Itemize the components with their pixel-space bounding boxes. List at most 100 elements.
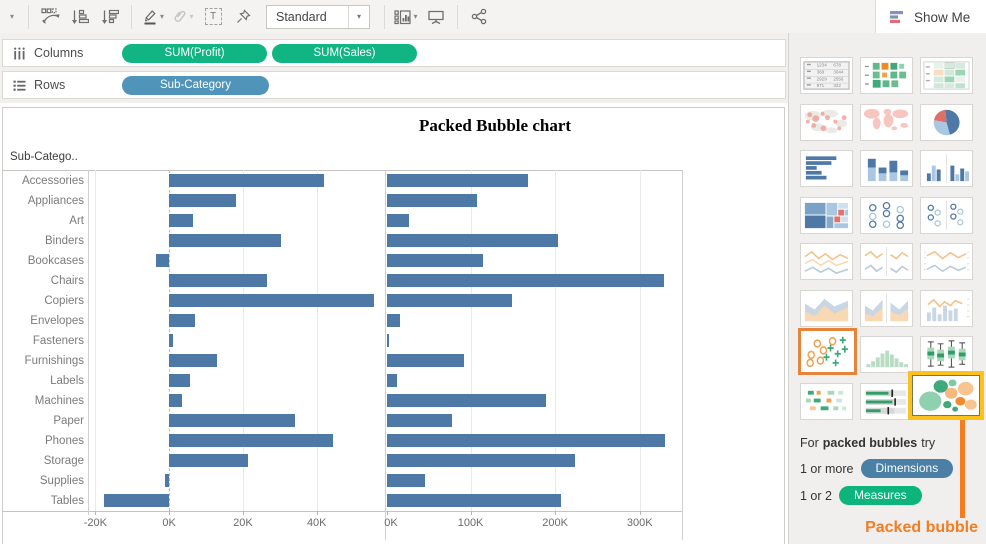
show-me-text-table-icon[interactable]: 1234 678 368 3044 2929 2556 971 322 xyxy=(800,57,853,94)
row-label-chairs[interactable]: Chairs xyxy=(50,275,84,287)
share-icon[interactable] xyxy=(467,4,491,30)
show-me-box-and-whisker-icon[interactable] xyxy=(920,336,973,373)
dimensions-pill[interactable]: Dimensions xyxy=(860,459,954,478)
pill-sum-sales[interactable]: SUM(Sales) xyxy=(272,43,417,63)
show-me-scatter-plot-icon[interactable] xyxy=(798,328,857,375)
show-me-dual-combination-icon[interactable] xyxy=(920,289,973,327)
bar-sumprofit-art[interactable] xyxy=(169,214,194,227)
measures-pill[interactable]: Measures xyxy=(838,486,922,505)
row-label-paper[interactable]: Paper xyxy=(53,415,84,427)
group-members-icon[interactable]: ▾ xyxy=(171,4,195,30)
show-me-histogram-icon[interactable] xyxy=(860,336,913,373)
bar-sumprofit-furnishings[interactable] xyxy=(169,354,218,367)
toolbar-separator xyxy=(28,4,29,29)
show-me-packed-bubbles-icon[interactable] xyxy=(908,371,984,420)
bar-sumprofit-appliances[interactable] xyxy=(169,194,237,207)
show-me-treemap-icon[interactable] xyxy=(800,196,853,234)
highlight-icon[interactable]: ▾ xyxy=(141,4,165,30)
row-label-labels[interactable]: Labels xyxy=(50,375,84,387)
bar-sumprofit-storage[interactable] xyxy=(169,454,248,467)
bar-sumsales-machines[interactable] xyxy=(387,394,547,407)
swap-axes-icon[interactable] xyxy=(38,4,62,30)
fit-select[interactable]: Standard ▾ xyxy=(266,4,370,29)
fix-axes-icon[interactable] xyxy=(231,4,255,30)
show-me-circle-views-icon[interactable] xyxy=(860,196,913,234)
rows-icon xyxy=(12,78,27,93)
chevron-down-icon[interactable]: ▾ xyxy=(348,5,369,28)
bar-sumprofit-phones[interactable] xyxy=(169,434,334,447)
show-me-stacked-bars-icon[interactable] xyxy=(860,150,913,187)
show-me-bullet-graph-icon[interactable] xyxy=(860,382,913,420)
row-label-furnishings[interactable]: Furnishings xyxy=(24,355,84,367)
bar-sumsales-appliances[interactable] xyxy=(387,194,477,207)
bar-sumsales-furnishings[interactable] xyxy=(387,354,464,367)
bar-sumsales-chairs[interactable] xyxy=(387,274,664,287)
show-me-button[interactable]: Show Me xyxy=(875,0,986,34)
row-label-storage[interactable]: Storage xyxy=(43,455,84,467)
bar-sumsales-binders[interactable] xyxy=(387,234,559,247)
row-label-supplies[interactable]: Supplies xyxy=(39,475,84,487)
row-label-bookcases[interactable]: Bookcases xyxy=(27,255,84,267)
row-header[interactable]: Sub-Catego.. xyxy=(10,151,78,163)
show-me-highlight-table-icon[interactable] xyxy=(860,57,913,94)
bar-sumsales-storage[interactable] xyxy=(387,454,576,467)
toolbar-overflow-caret-icon[interactable]: ▾ xyxy=(9,12,14,21)
show-me-side-by-side-bars-icon[interactable] xyxy=(920,150,973,187)
show-me-lines-continuous-icon[interactable] xyxy=(800,243,853,280)
show-hide-cards-icon[interactable]: ▾ xyxy=(394,4,418,30)
sort-ascending-icon[interactable] xyxy=(68,4,92,30)
bar-sumprofit-bookcases[interactable] xyxy=(156,254,170,267)
bar-sumsales-paper[interactable] xyxy=(387,414,453,427)
row-label-envelopes[interactable]: Envelopes xyxy=(30,315,84,327)
bar-sumsales-tables[interactable] xyxy=(387,494,562,507)
show-mark-labels-icon[interactable]: T xyxy=(201,4,225,30)
show-me-dual-lines-icon[interactable] xyxy=(920,243,973,280)
bar-sumsales-fasteners[interactable] xyxy=(387,334,389,347)
bar-sumprofit-tables[interactable] xyxy=(103,494,170,507)
show-me-heat-map-icon[interactable] xyxy=(920,57,973,94)
row-label-copiers[interactable]: Copiers xyxy=(44,295,84,307)
bar-sumprofit-fasteners[interactable] xyxy=(169,334,173,347)
show-me-area-discrete-icon[interactable] xyxy=(860,289,913,327)
columns-shelf[interactable]: Columns SUM(Profit) SUM(Sales) xyxy=(2,39,786,67)
bar-sumprofit-paper[interactable] xyxy=(169,414,295,427)
show-me-symbol-map-icon[interactable] xyxy=(800,103,853,141)
bar-sumsales-copiers[interactable] xyxy=(387,294,513,307)
row-label-tables[interactable]: Tables xyxy=(50,495,84,507)
bar-sumprofit-binders[interactable] xyxy=(169,234,281,247)
bar-sumprofit-supplies[interactable] xyxy=(164,474,170,487)
bar-sumsales-bookcases[interactable] xyxy=(387,254,484,267)
row-label-binders[interactable]: Binders xyxy=(45,235,84,247)
sort-descending-icon[interactable] xyxy=(98,4,122,30)
bar-sumprofit-chairs[interactable] xyxy=(169,274,268,287)
bar-sumsales-art[interactable] xyxy=(387,214,409,227)
row-label-accessories[interactable]: Accessories xyxy=(22,175,84,187)
bar-sumsales-supplies[interactable] xyxy=(387,474,426,487)
row-label-fasteners[interactable]: Fasteners xyxy=(32,335,84,347)
show-me-lines-discrete-icon[interactable] xyxy=(860,243,913,280)
show-me-pie-chart-icon[interactable] xyxy=(920,103,973,141)
bar-sumsales-phones[interactable] xyxy=(387,434,666,447)
bar-sumsales-labels[interactable] xyxy=(387,374,397,387)
row-label-art[interactable]: Art xyxy=(69,215,84,227)
bar-sumsales-envelopes[interactable] xyxy=(387,314,400,327)
row-label-appliances[interactable]: Appliances xyxy=(27,195,84,207)
show-me-filled-map-icon[interactable] xyxy=(860,103,913,141)
presentation-mode-icon[interactable] xyxy=(424,4,448,30)
bar-sumsales-accessories[interactable] xyxy=(387,174,528,187)
row-label-machines[interactable]: Machines xyxy=(34,395,84,407)
bar-sumprofit-accessories[interactable] xyxy=(169,174,324,187)
pill-sum-profit[interactable]: SUM(Profit) xyxy=(122,43,267,63)
bar-sumprofit-machines[interactable] xyxy=(169,394,182,407)
show-me-horizontal-bars-icon[interactable] xyxy=(800,150,853,187)
rows-shelf[interactable]: Rows Sub-Category xyxy=(2,71,786,99)
bar-sumprofit-labels[interactable] xyxy=(169,374,190,387)
bar-sumprofit-envelopes[interactable] xyxy=(169,314,195,327)
row-label-phones[interactable]: Phones xyxy=(44,435,84,447)
bar-sumprofit-copiers[interactable] xyxy=(169,294,375,307)
show-me-area-continuous-icon[interactable] xyxy=(800,289,853,327)
show-me-gantt-icon[interactable] xyxy=(800,382,853,420)
pill-sub-category[interactable]: Sub-Category xyxy=(122,75,269,95)
show-me-side-by-side-circles-icon[interactable] xyxy=(920,196,973,234)
axis-tick-label: 20K xyxy=(233,517,253,529)
